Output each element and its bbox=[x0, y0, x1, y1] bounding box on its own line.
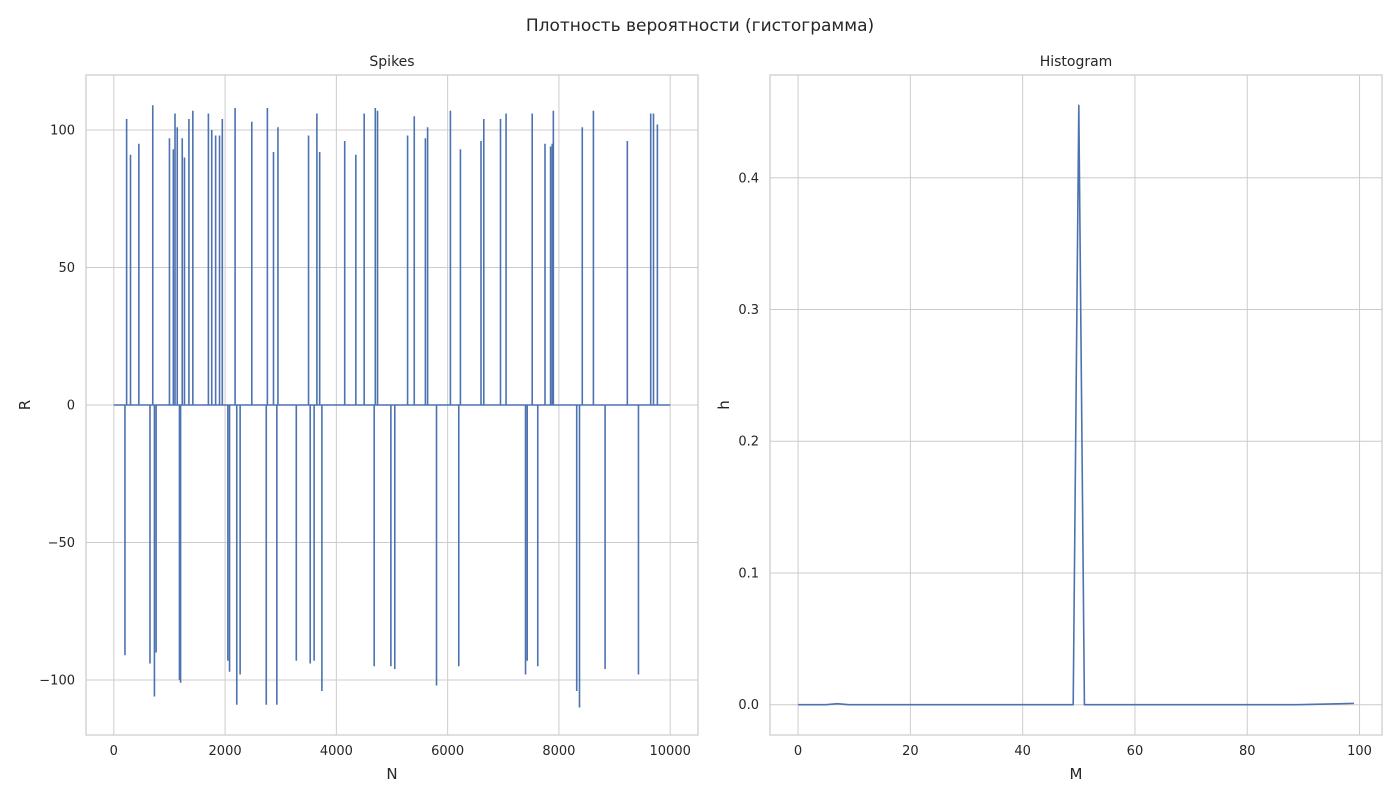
spikes-xlabel: N bbox=[386, 765, 397, 783]
histogram-xlabel: M bbox=[1070, 765, 1083, 783]
histogram-ytick-label: 0.0 bbox=[738, 698, 759, 713]
spikes-xtick-label: 10000 bbox=[650, 744, 691, 759]
histogram-xtick-label: 100 bbox=[1347, 744, 1372, 759]
histogram-xtick-label: 0 bbox=[794, 744, 802, 759]
spikes-series bbox=[113, 105, 671, 708]
spikes-ticks: 0 2000 4000 6000 8000 10000 −100 −50 0 50 100 bbox=[39, 124, 691, 760]
histogram-ytick-label: 0.2 bbox=[738, 435, 759, 450]
spikes-xtick-label: 8000 bbox=[542, 744, 575, 759]
spikes-axes: 0 2000 4000 6000 8000 10000 −100 −50 0 50 100 Spik… bbox=[16, 54, 699, 783]
histogram-series bbox=[798, 104, 1354, 706]
histogram-xtick-label: 40 bbox=[1014, 744, 1031, 759]
histogram-ticks: 0 20 40 60 80 100 0.0 0.1 0.2 0.3 0.4 bbox=[738, 171, 1372, 759]
spikes-xtick-label: 0 bbox=[110, 744, 118, 759]
spikes-ylabel: R bbox=[16, 400, 34, 410]
histogram-frame bbox=[769, 74, 1383, 736]
histogram-xtick-label: 20 bbox=[902, 744, 919, 759]
histogram-title: Histogram bbox=[1040, 54, 1113, 70]
spikes-ytick-label: 50 bbox=[58, 261, 75, 276]
spikes-frame bbox=[85, 74, 699, 736]
spikes-ytick-label: −50 bbox=[48, 536, 75, 551]
histogram-ylabel: h bbox=[715, 400, 733, 410]
histogram-axes: 0 20 40 60 80 1000.00.10.20.30.4 Histogram M … bbox=[715, 54, 1383, 783]
spikes-ytick-label: 0 bbox=[67, 399, 75, 414]
histogram-xtick-label: 80 bbox=[1239, 744, 1256, 759]
figure-title: Плотность вероятности (гистограмма) bbox=[526, 16, 874, 36]
spikes-xtick-label: 6000 bbox=[431, 744, 464, 759]
spikes-ytick-label: 100 bbox=[50, 124, 75, 139]
histogram-ytick-label: 0.4 bbox=[738, 171, 759, 186]
histogram-xtick-label: 60 bbox=[1127, 744, 1144, 759]
spikes-xtick-label: 4000 bbox=[320, 744, 353, 759]
histogram-line bbox=[798, 104, 1354, 706]
spikes-xtick-label: 2000 bbox=[209, 744, 242, 759]
histogram-ytick-label: 0.3 bbox=[738, 303, 759, 318]
histogram-ytick-label: 0.1 bbox=[738, 566, 759, 581]
spikes-ytick-label: −100 bbox=[39, 674, 75, 689]
histogram-grid bbox=[770, 75, 1382, 735]
spikes-title: Spikes bbox=[369, 54, 414, 70]
